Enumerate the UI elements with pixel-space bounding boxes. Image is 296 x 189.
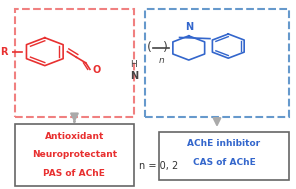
FancyBboxPatch shape — [15, 124, 134, 186]
Text: ): ) — [163, 40, 168, 53]
Text: O: O — [92, 65, 100, 75]
Text: CAS of AChE: CAS of AChE — [193, 158, 255, 167]
Text: H: H — [130, 60, 137, 69]
Text: n: n — [159, 56, 165, 65]
Text: R: R — [1, 47, 8, 57]
Text: (: ( — [147, 40, 152, 53]
Text: N: N — [130, 71, 138, 81]
FancyBboxPatch shape — [159, 132, 289, 180]
Text: PAS of AChE: PAS of AChE — [44, 169, 105, 178]
Text: Antioxidant: Antioxidant — [45, 132, 104, 141]
Text: n = 0, 2: n = 0, 2 — [139, 161, 179, 171]
Text: AChE inhibitor: AChE inhibitor — [187, 139, 260, 148]
Text: N: N — [185, 22, 193, 32]
Text: Neuroprotectant: Neuroprotectant — [32, 150, 117, 159]
